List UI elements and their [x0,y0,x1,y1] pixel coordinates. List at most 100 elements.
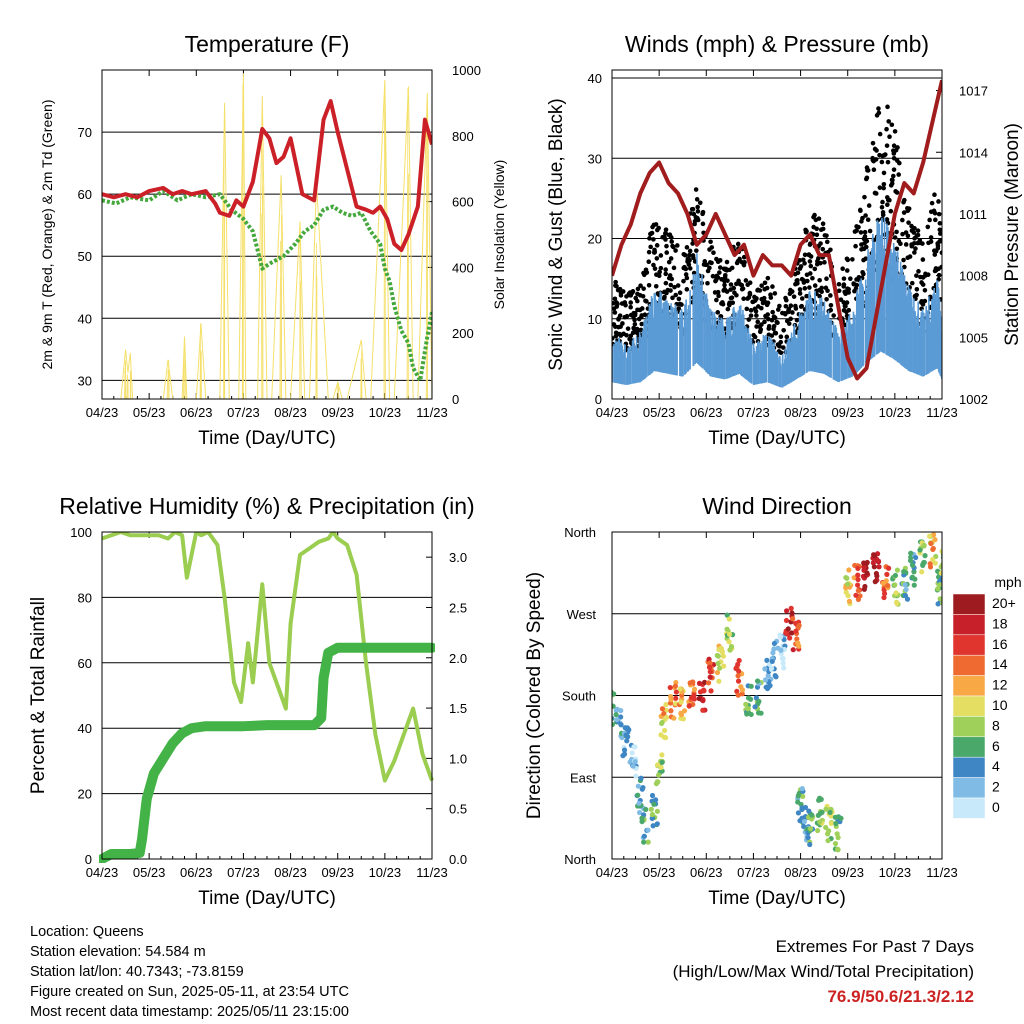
gust-point [828,302,834,308]
gust-point [687,248,693,254]
direction-point [645,827,651,833]
gust-point [766,323,772,329]
gust-point [732,290,737,296]
gust-point [797,291,803,296]
legend-label: 8 [992,717,1000,733]
gust-point [903,242,909,247]
gust-point [725,278,730,283]
gust-point [808,263,814,269]
gust-point [905,233,911,239]
gust-point [936,272,942,278]
gust-point [647,236,652,241]
direction-point [917,547,923,553]
gust-point [874,113,880,118]
gust-point [664,250,670,255]
gust-point [891,167,897,172]
direction-point [668,696,674,703]
direction-point [772,672,778,679]
direction-point [932,537,938,543]
direction-point [681,708,688,714]
gust-point [811,224,816,230]
y2-tick-label: 2.5 [449,600,467,615]
gust-point [870,157,876,163]
direction-point [790,616,796,622]
plot-frame [611,531,943,860]
legend-swatch [952,634,986,656]
direction-point [799,786,805,792]
direction-point [846,567,852,573]
gust-point [751,332,757,338]
direction-point [673,695,679,701]
gust-point [866,203,872,208]
gust-point [613,324,618,329]
gust-point [915,228,921,233]
gust-point [754,313,759,318]
legend-title: mph [994,574,1021,590]
direction-point [763,677,769,683]
gust-point [812,283,818,288]
gust-point [822,233,828,238]
direction-point [653,797,659,803]
y-tick-label: 30 [588,151,602,166]
direction-point [937,596,942,602]
gust-point [754,324,759,329]
direction-point [855,582,861,588]
gust-point [828,293,833,298]
gust-point [896,238,902,244]
direction-point [892,582,898,588]
x-tick-label: 11/23 [926,865,958,880]
gust-point [819,289,824,294]
direction-point [770,650,776,656]
direction-point [781,665,787,671]
x-tick-label: 07/23 [227,865,260,880]
gust-point [841,276,847,281]
direction-point [927,564,934,570]
gust-point [629,290,635,296]
gust-point [818,241,823,246]
direction-point [613,712,619,718]
direction-point [618,722,624,728]
gust-point [618,290,624,296]
direction-point [894,600,900,607]
insolation-spike [184,361,187,399]
gust-point [935,245,941,251]
gust-point [808,241,813,246]
gust-point [639,321,645,327]
direction-point [736,657,742,664]
gust-point [846,286,851,292]
x-tick-label: 06/23 [690,865,723,880]
gust-point [879,159,885,165]
gust-point [927,217,932,223]
direction-point [643,806,649,813]
direction-point [926,533,933,539]
gust-point [729,295,735,300]
gust-point [844,256,850,262]
gust-point [693,187,699,192]
x-tick-label: 10/23 [879,865,912,880]
gust-point [914,292,919,298]
direction-point [785,626,791,632]
direction-point [911,569,917,575]
direction-point [618,714,624,720]
direction-point [825,831,831,837]
direction-point [668,708,674,714]
gust-point [907,254,913,259]
gust-point [617,313,623,318]
y2-tick-label: 1000 [452,63,481,78]
pressure-line [612,79,942,381]
x-tick-label: 10/23 [369,865,402,880]
gust-point [850,257,855,262]
gust-point [772,291,778,296]
gust-point [720,301,726,307]
gust-point [925,224,931,230]
gust-point [765,275,771,281]
gust-point [802,252,808,258]
gust-point [786,307,791,313]
gust-point [763,313,768,319]
direction-point [744,711,750,717]
chart-title: Winds (mph) & Pressure (mb) [625,31,929,57]
direction-point [765,672,771,679]
gust-point [648,231,653,237]
gust-point [621,301,627,306]
y-tick-label: 60 [78,187,92,202]
